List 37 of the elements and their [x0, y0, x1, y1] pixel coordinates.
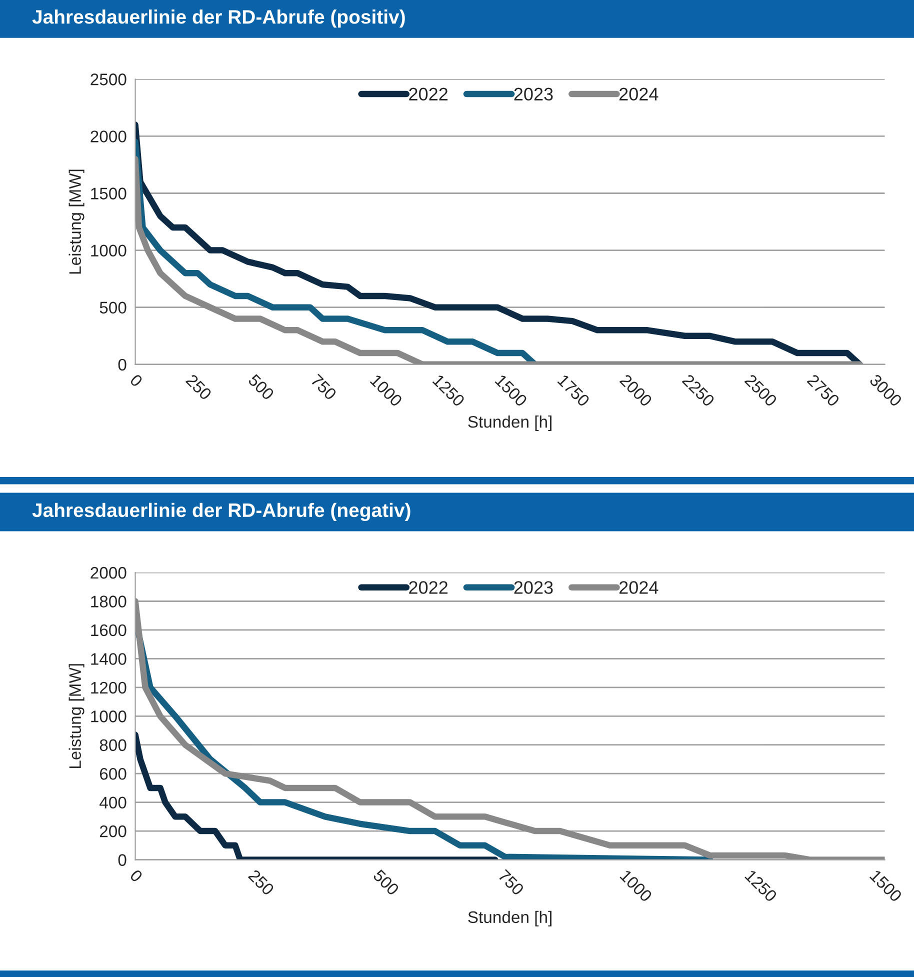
- y-tick-label: 600: [100, 768, 126, 780]
- x-tick-label: 500: [248, 374, 275, 401]
- legend-label: 2024: [619, 88, 658, 101]
- y-axis-title: Leistung [MW]: [68, 664, 84, 768]
- y-axis-title: Leistung [MW]: [68, 170, 84, 274]
- chart-title: Jahresdauerlinie der RD-Abrufe (negativ): [32, 502, 410, 522]
- x-tick-label: 250: [185, 374, 212, 401]
- y-tick-label: 1800: [91, 596, 126, 608]
- y-tick-label: 200: [100, 825, 126, 838]
- legend-label: 2023: [514, 581, 553, 594]
- legend-label: 2024: [619, 581, 658, 594]
- chart-title: Jahresdauerlinie der RD-Abrufe (positiv): [32, 10, 405, 28]
- x-tick-label: 500: [372, 868, 400, 896]
- y-tick-label: 1600: [91, 624, 126, 636]
- y-tick-label: 2500: [90, 74, 126, 86]
- y-tick-label: 1000: [91, 244, 126, 257]
- y-tick-label: 1000: [91, 710, 126, 722]
- y-tick-label: 400: [100, 796, 126, 809]
- legend-label: 2022: [409, 581, 448, 594]
- x-tick-label: 750: [498, 869, 525, 896]
- y-tick-label: 0: [118, 854, 126, 866]
- y-tick-label: 2000: [90, 130, 126, 142]
- x-tick-label: 0: [129, 374, 144, 388]
- y-tick-label: 1200: [91, 682, 126, 694]
- y-tick-label: 1500: [91, 188, 126, 200]
- x-axis-title: Stunden [h]: [468, 416, 552, 432]
- y-tick-label: 800: [100, 739, 126, 752]
- y-tick-label: 2000: [90, 566, 126, 579]
- x-tick-label: 0: [129, 868, 144, 883]
- legend-label: 2023: [514, 88, 553, 101]
- y-tick-label: 0: [118, 358, 126, 371]
- x-axis-title: Stunden [h]: [468, 910, 552, 926]
- x-tick-label: 250: [248, 868, 275, 896]
- y-tick-label: 500: [100, 302, 126, 314]
- legend-label: 2022: [409, 88, 448, 101]
- y-tick-label: 1400: [91, 653, 126, 665]
- x-tick-label: 750: [310, 374, 338, 401]
